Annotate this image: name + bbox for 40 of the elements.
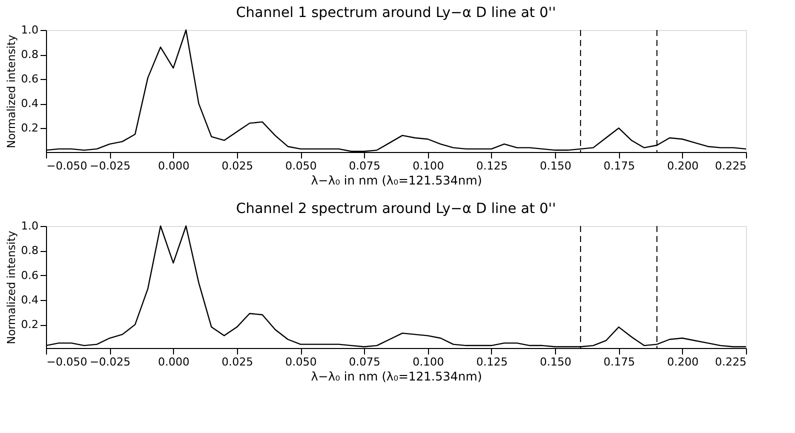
x-tick-label: 0.025: [222, 160, 254, 172]
x-axis-title: λ−λ₀ in nm (λ₀=121.534nm): [311, 174, 482, 188]
x-tick-label: 0.100: [412, 160, 444, 172]
x-tick-label: −0.025: [90, 160, 130, 172]
x-tick-label: 0.200: [667, 160, 699, 172]
y-tick-label: 1.0: [21, 24, 38, 36]
y-tick-label: 0.4: [21, 97, 38, 110]
x-tick-label: 0.125: [476, 356, 508, 368]
x-tick-label: 0.100: [412, 356, 444, 368]
y-tick-label: 0.6: [21, 268, 38, 282]
y-tick-label: 0.6: [21, 72, 38, 86]
x-tick-label: 0.050: [285, 160, 317, 172]
chart-title: Channel 2 spectrum around Ly−α D line at 0'': [236, 201, 556, 217]
y-tick-label: 0.4: [21, 293, 38, 306]
x-tick-label: 0.150: [540, 356, 572, 368]
x-tick-label: 0.225: [715, 356, 746, 368]
x-tick-label: 0.000: [158, 160, 190, 172]
y-tick-label: 0.8: [21, 48, 38, 62]
x-tick-label: 0.225: [715, 160, 746, 172]
y-axis-title: Normalized intensity: [5, 34, 18, 148]
x-axis-title: λ−λ₀ in nm (λ₀=121.534nm): [311, 370, 482, 384]
x-tick-label: 0.200: [667, 356, 699, 368]
x-tick-label: 0.175: [603, 356, 635, 368]
x-tick-label: 0.075: [348, 160, 380, 172]
x-tick-label: 0.050: [285, 356, 317, 368]
x-tick-label: −0.050: [46, 160, 88, 172]
x-tick-label: 0.000: [158, 356, 190, 368]
x-tick-label: 0.150: [540, 160, 572, 172]
x-tick-label: 0.125: [476, 160, 508, 172]
x-tick-label: −0.050: [46, 356, 88, 368]
chart-title: Channel 1 spectrum around Ly−α D line at 0'': [236, 5, 556, 21]
y-tick-label: 0.2: [21, 318, 38, 332]
x-tick-label: 0.175: [603, 160, 635, 172]
y-axis-title: Normalized intensity: [5, 230, 18, 344]
y-tick-label: 0.8: [21, 244, 38, 258]
y-tick-label: 1.0: [21, 220, 38, 232]
x-tick-label: 0.025: [222, 356, 254, 368]
y-tick-label: 0.2: [21, 122, 38, 135]
x-tick-label: −0.025: [90, 356, 130, 368]
x-tick-label: 0.075: [348, 356, 380, 368]
